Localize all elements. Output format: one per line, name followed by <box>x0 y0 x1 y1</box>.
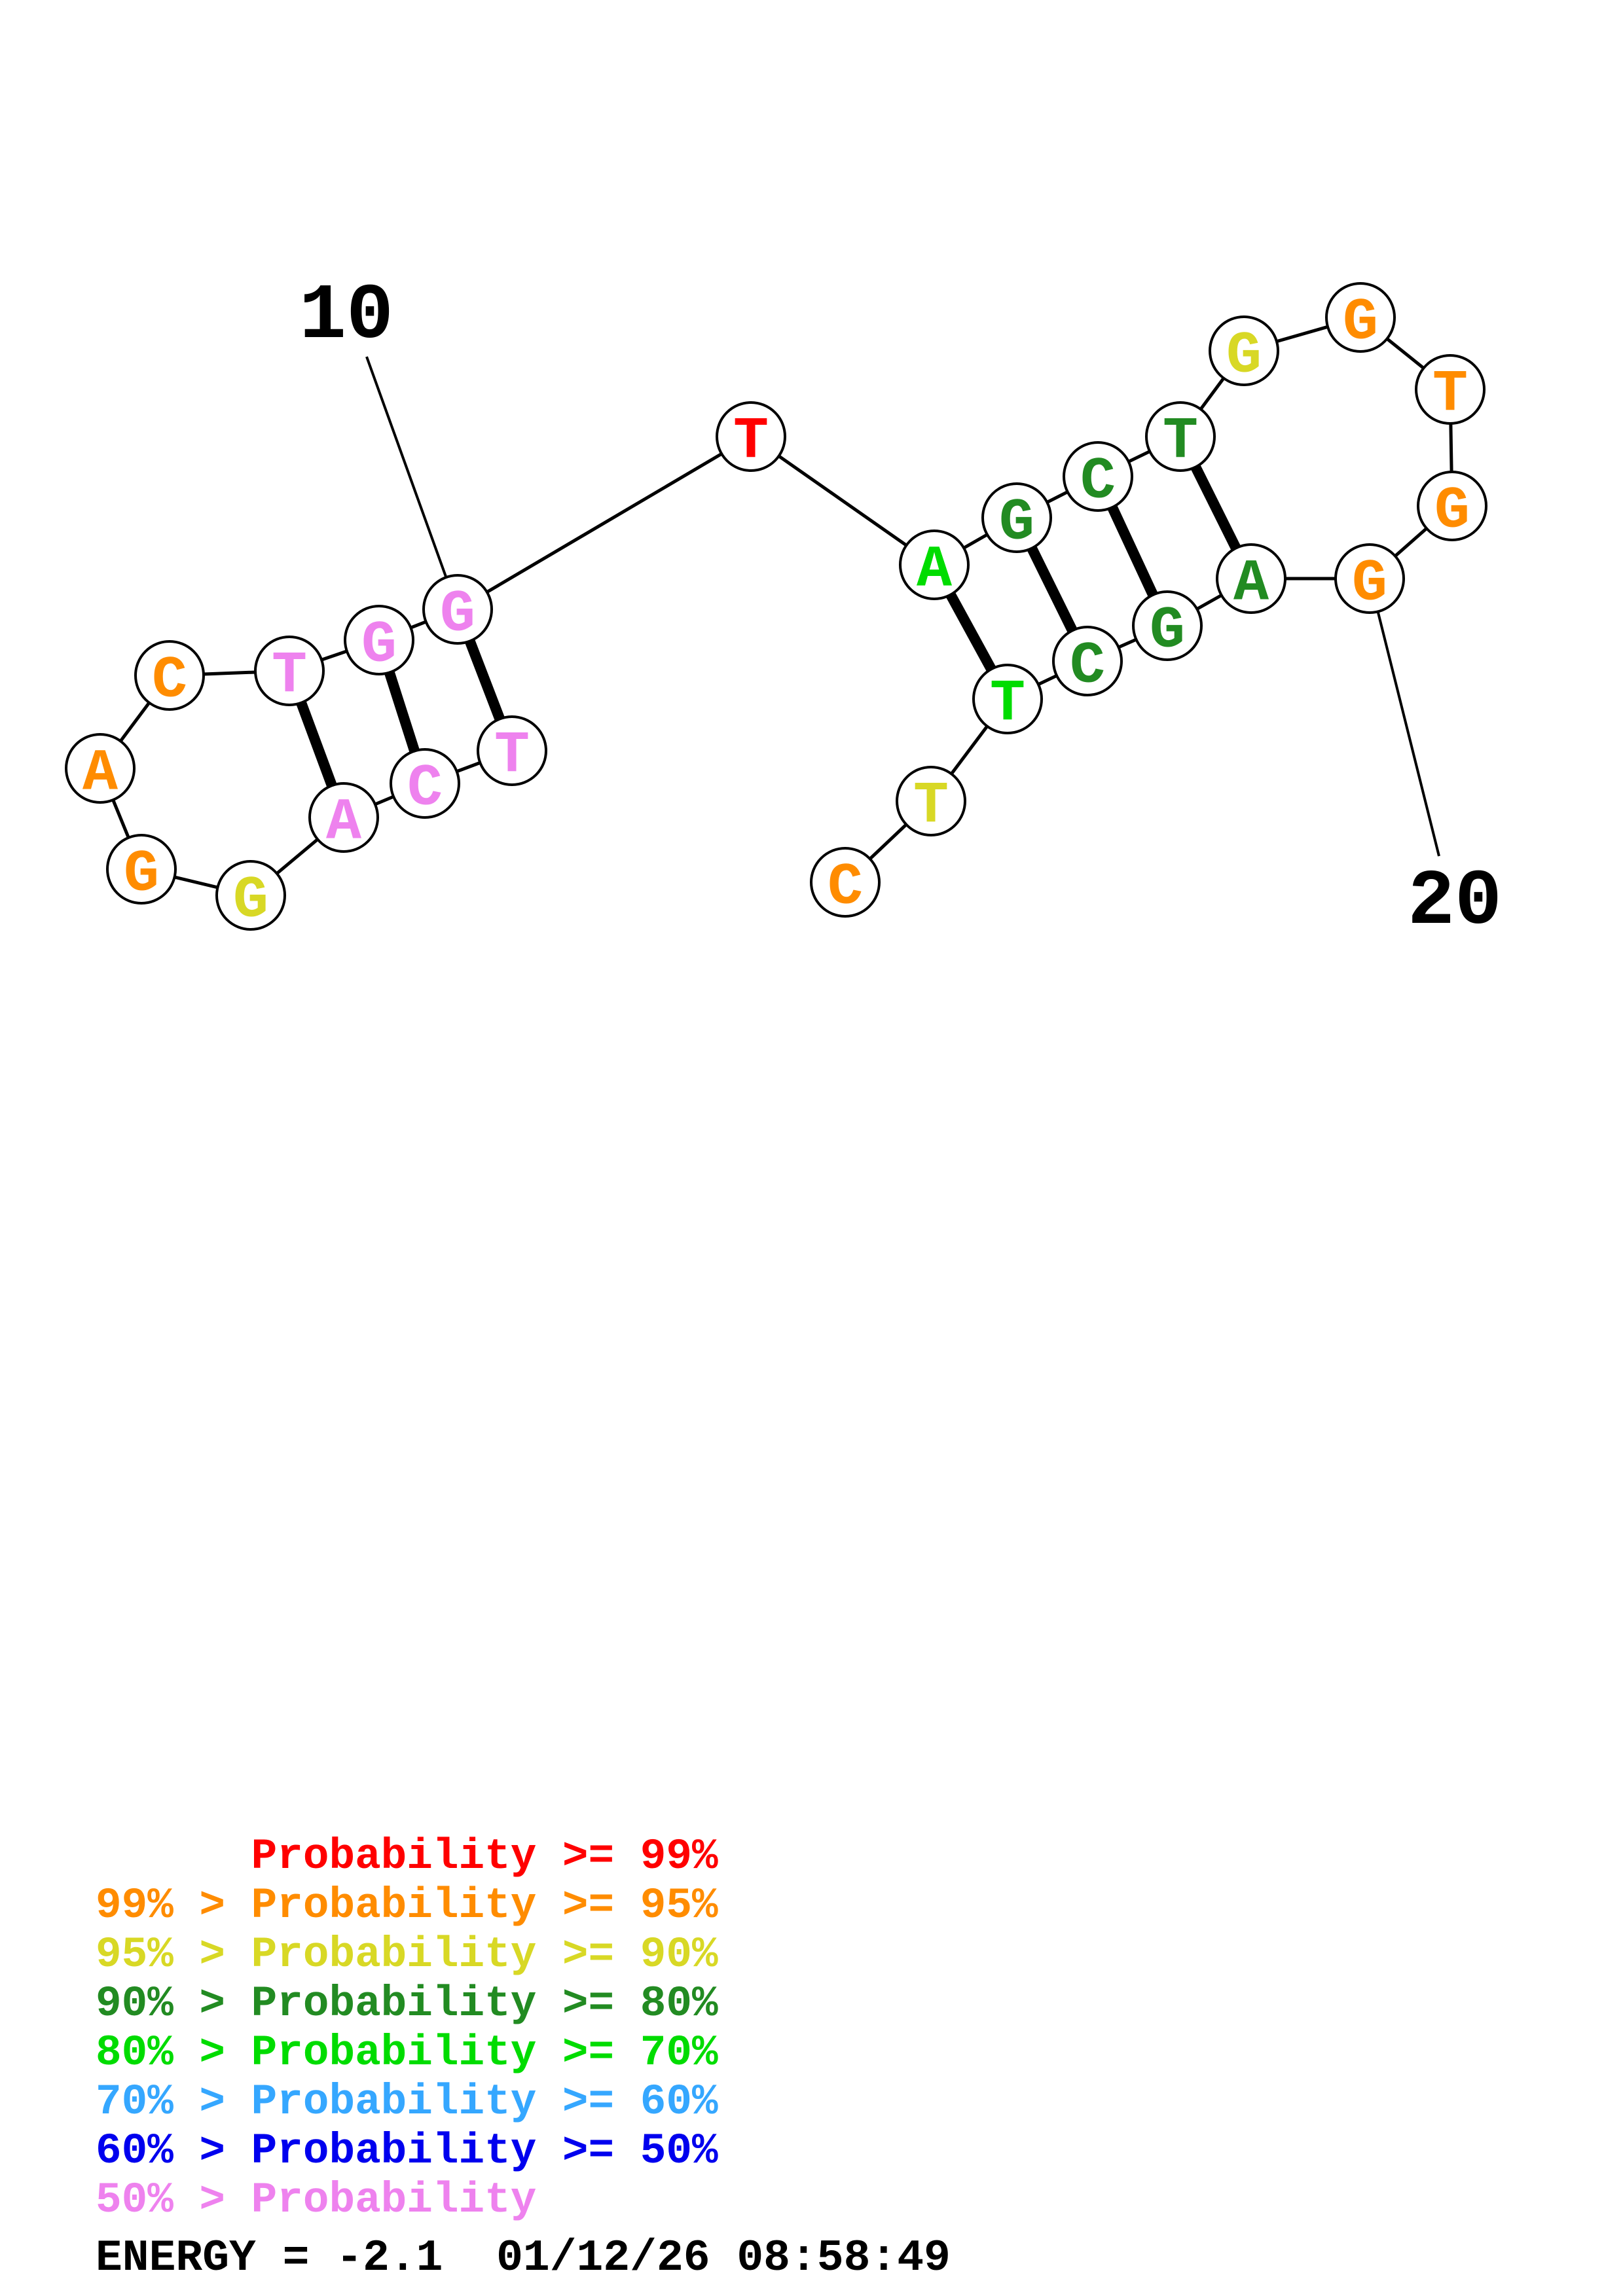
nucleotide-circle-14 <box>1063 441 1133 512</box>
sequence-index-label: 10 <box>299 272 393 361</box>
nucleotide-base-24: T <box>990 672 1025 738</box>
legend-entry: 50% > Probability <box>96 2176 537 2225</box>
probability-legend: Probability >= 99% 99% > Probability >= 9… <box>96 1832 718 2225</box>
nucleotide-base-19: G <box>1434 478 1470 545</box>
nucleotide-base-4: G <box>233 868 268 935</box>
nucleotide-circle-23 <box>1052 626 1123 696</box>
index-label-line <box>365 356 459 610</box>
nucleotide-circle-22 <box>1132 590 1203 661</box>
nucleotide-base-17: G <box>1343 290 1378 357</box>
nucleotide-base-15: T <box>1163 409 1198 476</box>
nucleotide-circle-19 <box>1417 471 1487 541</box>
nucleotide-base-25: T <box>913 774 949 840</box>
nucleotide-circle-11 <box>716 401 786 472</box>
legend-entry: 95% > Probability >= 90% <box>96 1930 718 1979</box>
backbone-line <box>750 435 936 567</box>
nucleotide-base-3: A <box>326 790 362 857</box>
nucleotide-circle-2 <box>390 748 460 819</box>
nucleotide-base-13: G <box>999 490 1034 557</box>
legend-entry: 90% > Probability >= 80% <box>96 1979 718 2028</box>
nucleotide-base-10: G <box>440 582 475 649</box>
nucleotide-circle-7 <box>134 640 205 711</box>
nucleotide-circle-9 <box>344 605 414 675</box>
nucleotide-circle-6 <box>65 733 136 804</box>
legend-entry: 70% > Probability >= 60% <box>96 2077 718 2126</box>
nucleotide-base-26: C <box>828 855 863 922</box>
nucleotide-circle-4 <box>215 860 286 931</box>
legend-entry: Probability >= 99% <box>96 1832 718 1881</box>
nucleotide-circle-17 <box>1325 282 1396 353</box>
nucleotide-circle-26 <box>810 847 881 918</box>
legend-entry: 99% > Probability >= 95% <box>96 1881 718 1930</box>
nucleotide-base-1: T <box>494 723 530 790</box>
nucleotide-circle-18 <box>1415 354 1486 425</box>
nucleotide-circle-8 <box>254 636 325 706</box>
nucleotide-circle-5 <box>106 834 177 905</box>
nucleotide-circle-10 <box>422 574 493 645</box>
nucleotide-base-18: T <box>1432 362 1468 429</box>
nucleotide-base-5: G <box>124 842 159 908</box>
nucleotide-base-8: T <box>272 643 307 710</box>
nucleotide-circle-15 <box>1145 401 1216 472</box>
nucleotide-circle-21 <box>1216 543 1286 614</box>
sequence-index-label: 20 <box>1408 858 1502 947</box>
nucleotide-base-11: T <box>733 409 769 476</box>
nucleotide-base-14: C <box>1080 449 1116 516</box>
nucleotide-base-21: A <box>1233 551 1269 618</box>
nucleotide-circle-25 <box>896 766 966 836</box>
nucleotide-base-22: G <box>1150 598 1185 665</box>
nucleotide-circle-1 <box>477 715 547 786</box>
nucleotide-base-2: C <box>407 756 443 823</box>
energy-caption: ENERGY = -2.1 01/12/26 08:58:49 <box>96 2233 951 2284</box>
backbone-line <box>456 435 752 611</box>
nucleotide-circle-12 <box>899 529 970 600</box>
legend-entry: 80% > Probability >= 70% <box>96 2028 718 2077</box>
legend-entry: 60% > Probability >= 50% <box>96 2126 718 2176</box>
nucleotide-base-9: G <box>361 613 397 679</box>
nucleotide-base-16: G <box>1226 323 1262 390</box>
nucleotide-circle-24 <box>972 664 1043 734</box>
nucleotide-circle-20 <box>1334 543 1405 614</box>
nucleotide-base-12: A <box>917 537 953 604</box>
nucleotide-base-23: C <box>1070 634 1105 700</box>
nucleotide-circle-3 <box>308 782 379 853</box>
nucleotide-base-7: C <box>152 648 187 715</box>
nucleotide-base-20: G <box>1352 551 1387 618</box>
index-label-line <box>1368 578 1440 857</box>
nucleotide-circle-16 <box>1209 315 1279 386</box>
nucleotide-circle-13 <box>981 482 1052 553</box>
nucleotide-base-6: A <box>82 741 119 808</box>
